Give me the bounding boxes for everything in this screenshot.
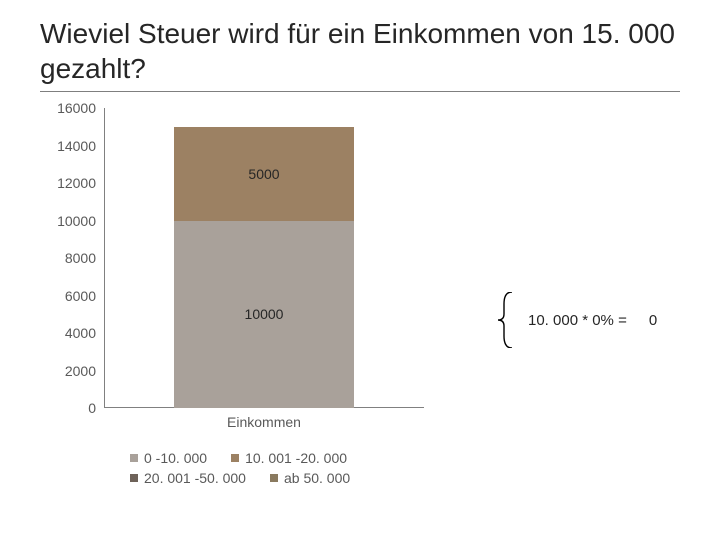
y-tick-label: 14000 (36, 138, 96, 154)
y-tick-label: 4000 (36, 325, 96, 341)
legend-label: 10. 001 -20. 000 (245, 450, 347, 466)
legend: 0 -10. 000 10. 001 -20. 000 20. 001 -50.… (130, 450, 450, 490)
y-tick-label: 6000 (36, 288, 96, 304)
stacked-bar: 10000 5000 (174, 127, 354, 408)
bar-segment: 5000 (174, 127, 354, 221)
plot-area: 0200040006000800010000120001400016000 10… (104, 108, 424, 408)
legend-item: ab 50. 000 (270, 470, 350, 486)
y-tick-label: 0 (36, 400, 96, 416)
legend-swatch (130, 454, 138, 462)
y-axis (104, 108, 105, 408)
legend-label: ab 50. 000 (284, 470, 350, 486)
page-title: Wieviel Steuer wird für ein Einkommen vo… (40, 16, 680, 86)
legend-swatch (130, 474, 138, 482)
chart: 0200040006000800010000120001400016000 10… (40, 108, 480, 528)
brace-icon (498, 292, 516, 348)
y-tick-label: 16000 (36, 100, 96, 116)
annotation: 10. 000 * 0% = 0 (498, 292, 657, 348)
bar-segment: 10000 (174, 221, 354, 409)
legend-swatch (231, 454, 239, 462)
legend-item: 10. 001 -20. 000 (231, 450, 347, 466)
y-tick-label: 2000 (36, 363, 96, 379)
category-label: Einkommen (104, 414, 424, 430)
y-tick-label: 12000 (36, 175, 96, 191)
annotation-text: 10. 000 * 0% = (528, 312, 627, 329)
y-tick-label: 8000 (36, 250, 96, 266)
title-underline (40, 91, 680, 92)
legend-item: 0 -10. 000 (130, 450, 207, 466)
legend-item: 20. 001 -50. 000 (130, 470, 246, 486)
legend-label: 20. 001 -50. 000 (144, 470, 246, 486)
bar-segment-label: 10000 (245, 306, 284, 322)
legend-label: 0 -10. 000 (144, 450, 207, 466)
bar-segment-label: 5000 (248, 166, 279, 182)
y-tick-label: 10000 (36, 213, 96, 229)
annotation-result: 0 (649, 312, 657, 329)
legend-swatch (270, 474, 278, 482)
